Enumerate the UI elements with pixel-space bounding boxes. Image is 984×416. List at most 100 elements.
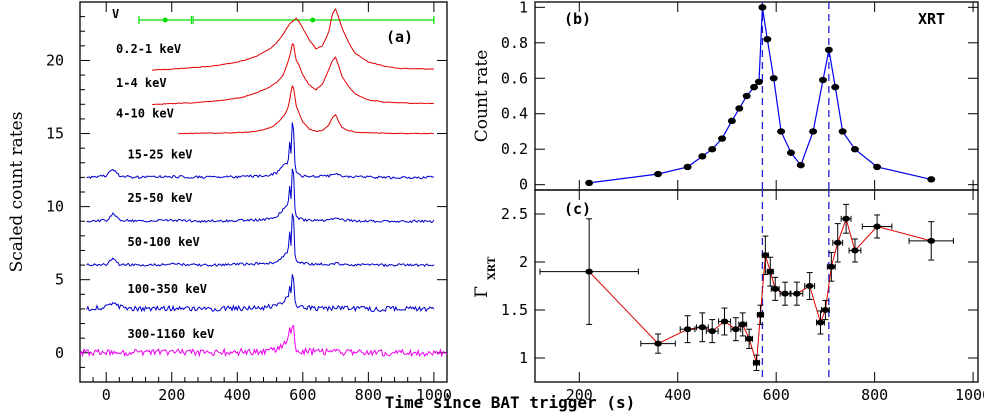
panel-a-ytick-label: 5 [55, 271, 64, 289]
v-band-label: V [112, 7, 119, 21]
xrt-countrate-point [742, 92, 751, 100]
lightcurve-label: 100-350 keV [128, 282, 207, 296]
panel-a-ytick-label: 10 [46, 198, 64, 216]
xrt-countrate-point [818, 76, 827, 84]
panel-c-xtick-label: 200 [566, 386, 593, 404]
panel-c-label: (c) [564, 200, 591, 218]
gamma-point [827, 263, 836, 270]
gamma-point [654, 340, 662, 347]
panel-a-xtick-label: 1000 [416, 386, 452, 404]
lightcurve-label: 1-4 keV [116, 76, 167, 90]
v-band-point [310, 17, 316, 23]
panel-b-ytick-label: 0.4 [501, 105, 528, 123]
gamma-point [708, 328, 716, 335]
panel-b-ytick-label: 1 [519, 0, 528, 16]
lightcurve-label: 15-25 keV [128, 147, 193, 161]
lightcurve-label: 300-1160 keV [128, 327, 215, 341]
xrt-countrate-point [838, 128, 847, 135]
xrt-countrate-point [763, 36, 772, 43]
lightcurve-label: 4-10 keV [116, 106, 174, 120]
panel-c-frame [534, 189, 979, 383]
panel-a-xtick-label: 0 [102, 386, 111, 404]
lightcurve-50-100-keV [86, 213, 435, 268]
panel-b-ytick-label: 0 [519, 176, 528, 194]
gamma-point [720, 318, 729, 325]
gamma-point [833, 239, 842, 246]
gamma-point [805, 283, 814, 289]
xrt-countrate-point [927, 176, 936, 183]
panel-a: 0 200 400 600 800 1000 0 5 10 15 20 0.2-1 keV 1-4 ke… [46, 1, 452, 404]
gamma-point [821, 307, 830, 313]
gamma-point [752, 359, 761, 366]
panel-c-xtick-label: 1000 [955, 386, 984, 404]
gamma-symbol: Γ [472, 286, 492, 298]
xrt-annotation: XRT [918, 10, 945, 28]
panel-c-xtick-label: 600 [763, 386, 790, 404]
xrt-countrate-point [786, 149, 795, 156]
xrt-countrate-point [718, 135, 727, 142]
xrt-countrate-point [873, 163, 882, 171]
xrt-countrate-point [654, 170, 663, 178]
panel-b-ylabel: Count rate [472, 50, 492, 143]
panel-c-xtick-label: 400 [664, 386, 691, 404]
panel-b: 0 0.2 0.4 0.6 0.8 1 [501, 0, 978, 194]
panel-c-ytick-label: 2.5 [501, 205, 528, 223]
panel-a-label: (a) [386, 28, 413, 46]
xrt-countrate-point [809, 128, 818, 135]
panel-a-xtick-label: 200 [158, 386, 185, 404]
gamma-point [756, 311, 765, 318]
panel-c-ytick-label: 1.5 [501, 301, 528, 319]
panel-a-xtick-label: 800 [355, 386, 382, 404]
xrt-countrate-point [708, 146, 717, 153]
gamma-point [851, 247, 859, 254]
gamma-point [842, 215, 850, 222]
xrt-countrate-point [727, 117, 736, 125]
lightcurve-label: 25-50 keV [128, 191, 193, 205]
gamma-subscript: XRT [487, 256, 498, 280]
panel-a-ylabel: Scaled count rates [7, 112, 27, 273]
gamma-point [771, 285, 780, 292]
gamma-point [698, 324, 707, 331]
panel-c-ylabel: Γ XRT [472, 256, 498, 298]
panel-b-ytick-label: 0.6 [501, 69, 528, 87]
gamma-point [781, 290, 789, 297]
xrt-countrate-point [831, 83, 840, 91]
panel-a-ytick-label: 0 [55, 344, 64, 362]
gamma-point [683, 326, 692, 333]
lightcurve-label: 0.2-1 keV [116, 42, 181, 56]
gamma-point [732, 326, 740, 333]
lightcurve-4-10-keV [178, 84, 434, 135]
xrt-countrate-point [750, 83, 759, 91]
gamma-point [745, 335, 753, 342]
gamma-point [793, 290, 801, 297]
panel-a-ytick-label: 15 [46, 125, 64, 143]
panel-b-frame [534, 1, 979, 191]
lightcurve-1-4-keV [152, 43, 434, 106]
xrt-countrate-point [824, 46, 833, 54]
xrt-countrate-point [683, 163, 692, 171]
xrt-countrate-point [735, 105, 744, 112]
gamma-point [927, 237, 936, 244]
panel-b-label: (b) [564, 10, 591, 28]
xrt-countrate-point [698, 153, 707, 160]
v-band-point [162, 17, 168, 23]
lightcurve-100-350-keV [86, 274, 435, 313]
panel-a-xtick-label: 600 [289, 386, 316, 404]
xrt-countrate-point [769, 75, 778, 82]
gamma-point [766, 268, 775, 275]
panel-a-ytick-label: 20 [46, 51, 64, 69]
panel-c-xtick-label: 800 [861, 386, 888, 404]
gamma-point [873, 223, 881, 230]
panel-b-ytick-label: 0.8 [501, 34, 528, 52]
xrt-countrate-point [796, 161, 805, 169]
lightcurve-300-1160-keV [79, 324, 448, 358]
xrt-countrate-point [754, 78, 763, 86]
x-axis-title: Time since BAT trigger (s) [385, 393, 635, 412]
lightcurve-25-50-keV [86, 168, 435, 224]
panel-c-ytick-label: 1 [519, 349, 528, 367]
lightcurve-label: 50-100 keV [128, 235, 200, 249]
lightcurve-15-25-keV [86, 122, 434, 180]
xrt-countrate-point [850, 146, 859, 153]
xrt-countrate-point [585, 179, 594, 187]
